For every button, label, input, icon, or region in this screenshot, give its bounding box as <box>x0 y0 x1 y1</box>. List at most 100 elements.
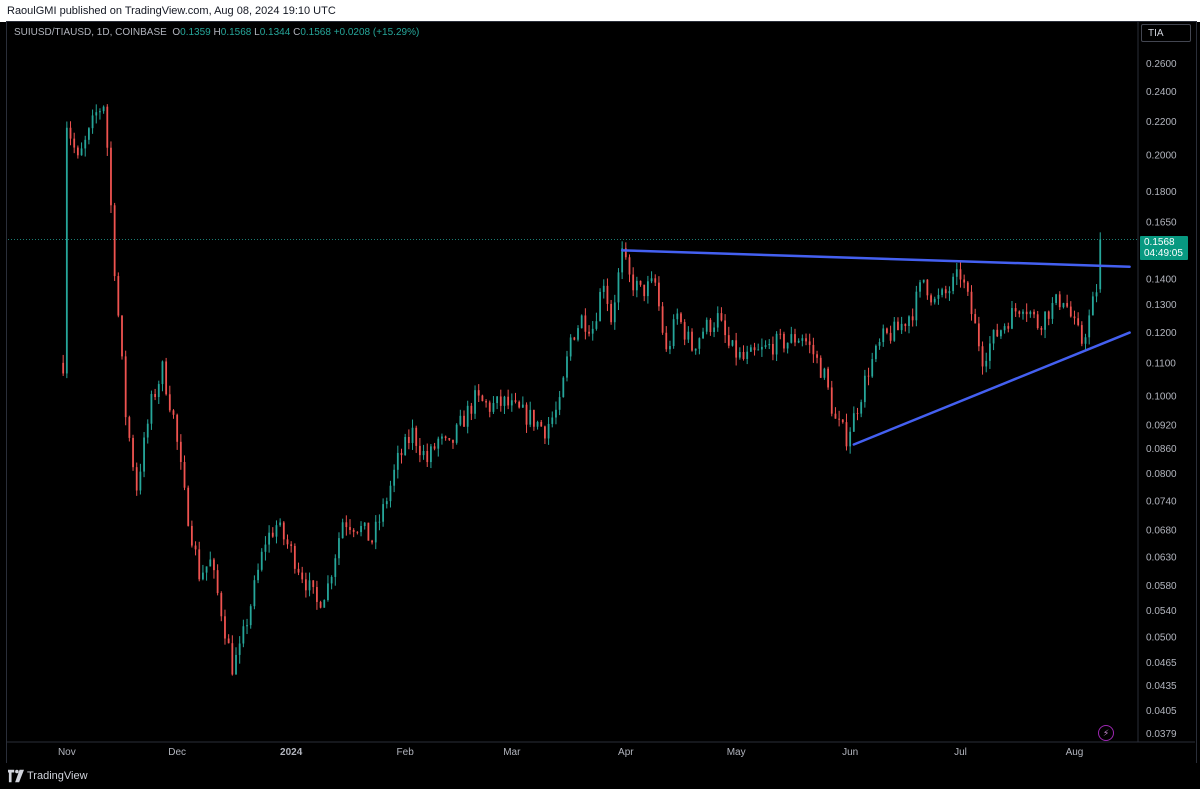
candle-body <box>183 461 186 488</box>
candle-body <box>459 415 462 425</box>
candle-body <box>1014 308 1017 312</box>
candle-body <box>988 343 991 361</box>
candle-body <box>400 452 403 456</box>
candle-body <box>1033 311 1035 315</box>
candle-body <box>374 521 377 543</box>
candle-body <box>422 451 425 456</box>
y-tick-label: 0.1000 <box>1146 392 1177 403</box>
candle-body <box>860 402 863 414</box>
candle-body <box>889 332 892 341</box>
candle-body <box>418 445 421 456</box>
candle-body <box>683 322 686 340</box>
y-tick-label: 0.2000 <box>1146 150 1177 161</box>
candle-body <box>514 400 517 402</box>
candle-body <box>1058 294 1061 308</box>
candle-body <box>1069 306 1072 317</box>
candle-body <box>1047 311 1050 319</box>
candle-body <box>385 501 388 505</box>
candle-body <box>194 545 197 550</box>
trendline-support <box>852 331 1131 446</box>
tradingview-brand[interactable]: TradingView <box>27 770 88 782</box>
x-tick-label: Mar <box>503 747 521 758</box>
x-tick-label: Apr <box>618 747 634 758</box>
candle-body <box>242 626 245 644</box>
candle-body <box>1091 296 1094 316</box>
candle-body <box>319 601 322 608</box>
candle-body <box>643 284 646 297</box>
tradingview-logo-icon[interactable] <box>8 769 24 783</box>
candle-body <box>959 269 962 280</box>
candle-body <box>863 375 866 403</box>
last-price-value: 0.1568 <box>1144 237 1175 248</box>
candle-body <box>209 559 212 567</box>
candle-body <box>602 285 605 292</box>
candle-body <box>334 558 337 577</box>
candle-body <box>727 335 730 346</box>
candle-body <box>1095 292 1098 297</box>
candle-body <box>88 128 90 140</box>
candle-body <box>430 446 432 463</box>
x-tick-label: Nov <box>58 747 76 758</box>
candle-body <box>286 539 289 545</box>
candle-body <box>819 357 822 378</box>
candle-body <box>977 323 980 347</box>
candle-body <box>99 111 101 113</box>
y-tick-label: 0.0465 <box>1146 658 1177 669</box>
candle-body <box>1066 303 1069 307</box>
candle-body <box>448 438 451 440</box>
publish-bar: RaoulGMI published on TradingView.com, A… <box>0 0 1200 22</box>
candle-body <box>639 280 642 285</box>
candle-body <box>187 487 190 526</box>
candle-body <box>1018 311 1021 314</box>
candle-body <box>661 306 664 333</box>
candle-body <box>882 328 885 343</box>
candle-body <box>389 485 392 502</box>
candle-body <box>1080 325 1083 344</box>
candle-body <box>426 451 429 463</box>
candle-body <box>257 569 259 581</box>
x-tick-label: 2024 <box>280 747 303 758</box>
candle-body <box>540 421 543 427</box>
candle-body <box>786 342 789 349</box>
candle-body <box>253 580 256 607</box>
compare-symbol-box[interactable]: TIA <box>1141 24 1191 42</box>
legend-high-label: H <box>213 27 221 38</box>
candle-body <box>1011 308 1013 329</box>
candle-body <box>488 402 491 412</box>
candle-body <box>264 544 267 552</box>
candle-body <box>168 394 171 411</box>
candle-body <box>433 446 436 449</box>
candle-body <box>805 338 807 342</box>
candle-body <box>716 313 719 328</box>
candle-body <box>834 413 837 419</box>
candle-body <box>797 340 800 343</box>
candle-body <box>680 313 682 323</box>
candle-body <box>510 400 513 406</box>
candle-body <box>922 279 925 283</box>
candle-body <box>441 436 443 439</box>
candle-body <box>676 313 679 320</box>
candle-body <box>349 527 351 530</box>
candle-body <box>742 351 745 359</box>
candle-body <box>654 278 657 283</box>
candle-body <box>1040 328 1043 330</box>
candle-body <box>172 410 175 415</box>
candle-body <box>282 522 285 540</box>
candle-body <box>301 572 304 580</box>
candle-body <box>198 549 201 580</box>
candle-body <box>91 115 94 129</box>
candle-body <box>731 340 734 346</box>
candle-body <box>235 654 237 675</box>
candle-body <box>1073 316 1076 319</box>
candle-body <box>246 625 248 627</box>
y-tick-label: 0.0860 <box>1146 444 1177 455</box>
candle-body <box>749 347 752 352</box>
chart-frame[interactable] <box>6 21 1197 764</box>
chart-legend: SUIUSD/TIAUSD, 1D, COINBASE O0.1359 H0.1… <box>14 27 419 38</box>
candle-body <box>492 403 495 412</box>
candle-body <box>900 323 903 331</box>
candle-body <box>437 438 440 449</box>
lightning-icon[interactable]: ⚡ <box>1098 725 1114 741</box>
y-tick-label: 0.0435 <box>1146 681 1177 692</box>
